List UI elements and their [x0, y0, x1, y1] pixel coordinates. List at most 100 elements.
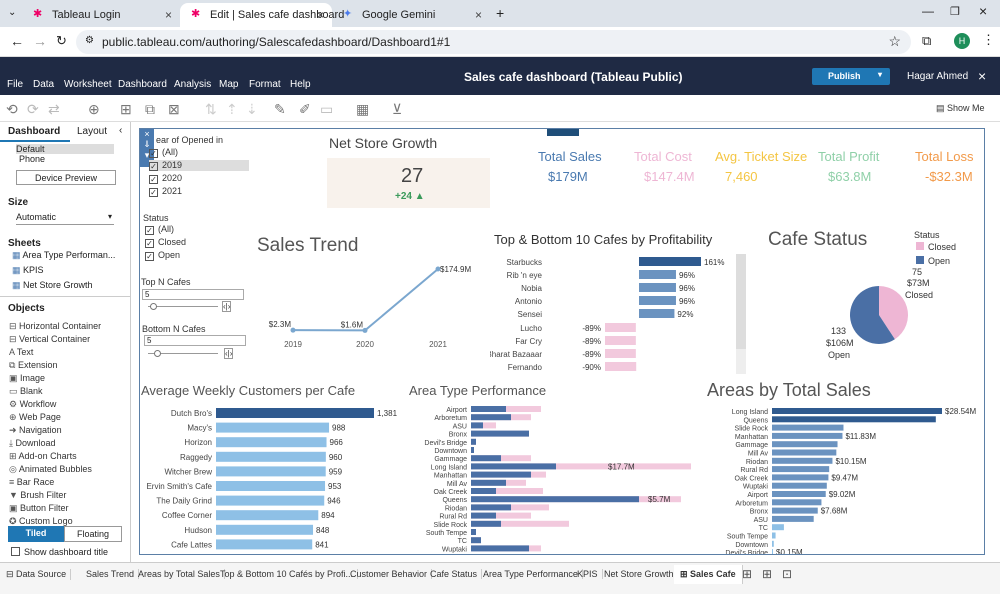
object-item[interactable]: ▣ Button Filter [9, 503, 69, 514]
new-worksheet-icon[interactable]: ⊞ [742, 567, 753, 581]
filter-checkbox-item[interactable]: ✓ 2020 [149, 173, 249, 184]
menu-help[interactable]: Help [290, 79, 311, 90]
new-story-icon[interactable]: ⊡ [782, 567, 793, 581]
forward-icon[interactable]: → [33, 33, 47, 49]
replace-data-icon[interactable]: ⇄ [48, 101, 60, 117]
menu-analysis[interactable]: Analysis [174, 79, 212, 90]
sheet-tab[interactable]: ⊟ Data Source [2, 569, 72, 580]
checkbox-icon[interactable]: ✓ [149, 188, 158, 197]
close-window-icon[interactable]: × [979, 3, 988, 19]
object-item[interactable]: ◎ Animated Bubbles [9, 464, 92, 475]
labels-icon[interactable]: ✐ [299, 101, 311, 117]
object-item[interactable]: ≡ Bar Race [9, 477, 54, 487]
top-bottom-scrollbar[interactable] [736, 254, 746, 374]
device-phone[interactable]: Phone [19, 154, 46, 164]
object-item[interactable]: ⊞ Add-on Charts [9, 451, 77, 462]
close-editor-icon[interactable]: × [978, 68, 987, 84]
checkbox-icon[interactable]: ✓ [149, 149, 158, 158]
menu-format[interactable]: Format [249, 79, 281, 90]
object-item[interactable]: ➜ Navigation [9, 425, 62, 436]
bottomn-input[interactable]: 5 [144, 335, 246, 346]
publish-button[interactable]: Publish ▾ [812, 68, 890, 85]
object-item[interactable]: ⊟ Vertical Container [9, 334, 90, 345]
bottomn-slider[interactable] [148, 350, 218, 357]
browser-tab-gemini[interactable]: ✦ Google Gemini × [332, 3, 490, 27]
sheet-tab[interactable]: Area Type Performance [479, 569, 583, 579]
minimize-window-icon[interactable]: — [922, 4, 934, 18]
checkbox-icon[interactable]: ✓ [145, 239, 154, 248]
filter-checkbox-item[interactable]: ✓ Closed [145, 237, 245, 248]
bottomn-step-buttons[interactable]: ‹|› [224, 348, 234, 359]
reload-icon[interactable]: ↻ [56, 33, 67, 48]
topn-input[interactable]: 5 [142, 289, 244, 300]
sheet-tab[interactable]: ⊞ Sales Cafe [674, 565, 743, 584]
close-tab-icon[interactable]: × [164, 8, 172, 22]
tab-dashboard[interactable]: Dashboard [8, 126, 61, 137]
legend-open[interactable]: Open [916, 256, 950, 266]
topn-slider[interactable] [148, 303, 218, 310]
sort-desc-icon[interactable]: ⇣ [246, 101, 258, 117]
new-dashboard-icon[interactable]: ⊞ [762, 567, 773, 581]
presentation-icon[interactable]: ⊻ [392, 101, 403, 117]
menu-worksheet[interactable]: Worksheet [64, 79, 112, 90]
device-preview-button[interactable]: Device Preview [16, 170, 116, 185]
checkbox-icon[interactable]: ✓ [149, 175, 158, 184]
filter-checkbox-item[interactable]: ✓ (All) [145, 224, 245, 235]
size-select[interactable]: Automatic ▾ [16, 212, 114, 225]
sheet-tab[interactable]: Net Store Growth [600, 569, 679, 579]
fit-icon[interactable]: ▭ [320, 101, 334, 117]
clear-sheet-icon[interactable]: ⊠ [168, 101, 180, 117]
menu-data[interactable]: Data [33, 79, 55, 90]
browser-tab-tableau-login[interactable]: ✱ Tableau Login × [22, 3, 180, 27]
slider-thumb[interactable] [150, 303, 157, 310]
close-tab-icon[interactable]: × [316, 8, 324, 22]
filter-checkbox-item[interactable]: ✓ (All) [149, 147, 249, 158]
drag-handle-icon[interactable] [547, 129, 579, 136]
collapse-sidebar-icon[interactable]: ‹ [119, 125, 123, 136]
restore-window-icon[interactable]: ❐ [950, 6, 960, 18]
menu-file[interactable]: File [7, 79, 24, 90]
url-field[interactable]: ⚙ public.tableau.com/authoring/Salescafe… [76, 30, 911, 54]
sort-asc-icon[interactable]: ⇡ [226, 101, 238, 117]
checkbox-icon[interactable]: ✓ [145, 252, 154, 261]
object-item[interactable]: ⊕ Web Page [9, 412, 61, 423]
object-item[interactable]: ⊟ Horizontal Container [9, 321, 101, 332]
filter-checkbox-item[interactable]: ✓ 2019 [149, 160, 249, 171]
object-item[interactable]: ⧉ Extension [9, 360, 57, 371]
pin-icon[interactable]: ⇓ [143, 139, 151, 149]
more-options-icon[interactable]: ▾ [144, 150, 150, 160]
highlight-icon[interactable]: ✎ [274, 101, 286, 117]
sheet-item-area-type[interactable]: ▦ Area Type Performan... [12, 250, 115, 261]
legend-closed[interactable]: Closed [916, 242, 956, 252]
swap-icon[interactable]: ⇅ [205, 101, 217, 117]
topn-step-buttons[interactable]: ‹|› [222, 301, 232, 312]
remove-icon[interactable]: × [144, 129, 150, 139]
site-info-icon[interactable]: ⚙ [85, 35, 94, 46]
tiled-button[interactable]: Tiled [8, 526, 64, 542]
sheet-item-kpis[interactable]: ▦ KPIS [12, 265, 44, 276]
sheet-tab[interactable]: KPIS [573, 569, 603, 579]
new-datasource-icon[interactable]: ⊕ [88, 101, 100, 117]
floating-button[interactable]: Floating [64, 526, 122, 542]
object-item[interactable]: ✪ Custom Logo [9, 516, 73, 527]
scrollbar-thumb[interactable] [736, 254, 746, 349]
sheet-item-net-store[interactable]: ▦ Net Store Growth [12, 280, 93, 291]
close-tab-icon[interactable]: × [474, 8, 482, 22]
object-item[interactable]: ▣ Image [9, 373, 45, 384]
filter-checkbox-item[interactable]: ✓ Open [145, 250, 245, 261]
object-item[interactable]: ⤓ Download [9, 438, 56, 449]
sheet-tab[interactable]: Customer Behavior [346, 569, 433, 579]
object-item[interactable]: ▭ Blank [9, 386, 43, 397]
fix-axes-icon[interactable]: ▦ [356, 101, 370, 117]
new-tab-icon[interactable]: + [496, 5, 505, 21]
show-title-checkbox[interactable]: Show dashboard title [11, 547, 108, 557]
duplicate-icon[interactable]: ⧉ [145, 101, 155, 117]
undo-icon[interactable]: ⟲ [6, 101, 18, 117]
browser-menu-icon[interactable]: ⋮ [982, 32, 995, 47]
profile-avatar[interactable]: H [954, 33, 970, 49]
filter-checkbox-item[interactable]: ✓ 2021 [149, 186, 249, 197]
object-item[interactable]: A Text [9, 347, 33, 357]
publish-dropdown-icon[interactable]: ▾ [878, 70, 883, 79]
back-icon[interactable]: ← [10, 33, 24, 49]
sheet-tab[interactable]: Cafe Status [426, 569, 483, 579]
